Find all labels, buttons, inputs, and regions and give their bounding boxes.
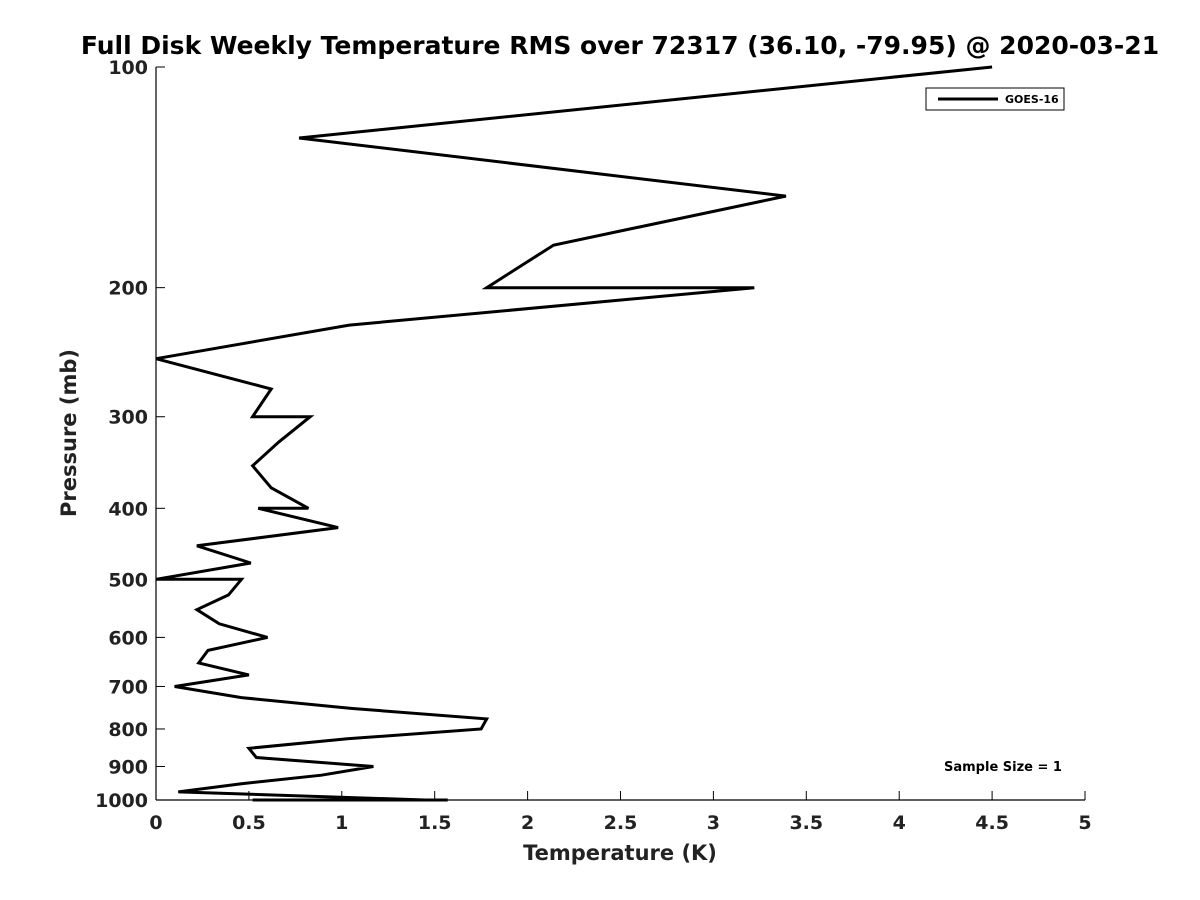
series-layer [155, 65, 993, 802]
legend: GOES-16 [925, 87, 1065, 111]
x-tick-label: 3.5 [789, 812, 823, 834]
x-ticks: 0 0.5 1 1.5 2 2.5 3 3.5 4 4.5 5 [149, 791, 1092, 834]
x-tick-label: 1 [335, 812, 348, 834]
y-tick-label: 200 [108, 278, 148, 300]
y-tick-label: 600 [108, 627, 148, 649]
x-tick-label: 2 [521, 812, 534, 834]
y-tick-label: 400 [108, 498, 148, 520]
y-tick-label: 300 [108, 407, 148, 429]
chart-title: Full Disk Weekly Temperature RMS over 72… [81, 31, 1159, 60]
y-tick-label: 1000 [95, 790, 148, 812]
y-tick-label: 700 [108, 676, 148, 698]
legend-entry-goes16: GOES-16 [1005, 93, 1059, 106]
x-tick-label: 4.5 [975, 812, 1009, 834]
series-line-goes-16 [155, 65, 993, 802]
sample-size-annotation: Sample Size = 1 [944, 760, 1062, 775]
y-tick-label: 800 [108, 719, 148, 741]
x-tick-label: 0 [149, 812, 162, 834]
x-tick-label: 1.5 [418, 812, 452, 834]
x-tick-label: 5 [1078, 812, 1091, 834]
x-axis-label: Temperature (K) [523, 841, 717, 865]
x-tick-label: 0.5 [232, 812, 266, 834]
x-tick-label: 3 [707, 812, 720, 834]
y-axis-label: Pressure (mb) [57, 349, 81, 517]
y-ticks: 100 200 300 400 500 600 700 800 900 1000 [95, 57, 165, 812]
x-tick-label: 4 [893, 812, 906, 834]
y-tick-label: 900 [108, 756, 148, 778]
y-tick-label: 100 [108, 57, 148, 79]
x-tick-label: 2.5 [604, 812, 638, 834]
plot-area: 100 200 300 400 500 600 700 800 900 1000 0 0.5 1 1.5… [95, 57, 1092, 834]
y-tick-label: 500 [108, 569, 148, 591]
